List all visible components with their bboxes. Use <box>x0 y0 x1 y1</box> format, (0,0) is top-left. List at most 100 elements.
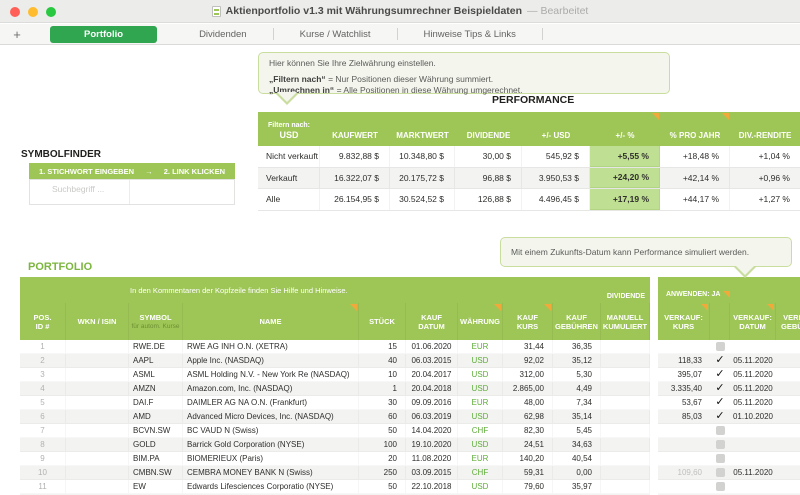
cell-name[interactable]: Advanced Micro Devices, Inc. (NASDAQ) <box>183 410 359 423</box>
cell-name[interactable]: Edwards Lifesciences Corporatio (NYSE) <box>183 480 359 493</box>
cell-symbol[interactable]: BCVN.SW <box>129 424 183 437</box>
anwenden-checkbox-checked[interactable]: ✓ <box>715 368 725 380</box>
cell-verkauf-gebuehren[interactable] <box>776 424 800 437</box>
cell-kauf-gebuehren[interactable]: 35,97 <box>553 480 601 493</box>
cell-name[interactable]: BC VAUD N (Swiss) <box>183 424 359 437</box>
cell-stueck[interactable]: 60 <box>359 410 406 423</box>
cell-pos-id[interactable]: 11 <box>20 480 66 493</box>
cell-verkauf-gebuehren[interactable] <box>776 480 800 493</box>
cell-stueck[interactable]: 10 <box>359 368 406 381</box>
cell-name[interactable]: RWE AG INH O.N. (XETRA) <box>183 340 359 353</box>
comment-marker-icon[interactable] <box>701 304 708 311</box>
cell-kauf-kurs[interactable]: 140,20 <box>503 452 553 465</box>
cell-pos-id[interactable]: 6 <box>20 410 66 423</box>
cell-pro-jahr[interactable]: +42,14 % <box>660 167 730 188</box>
cell-verkauf-kurs[interactable] <box>658 480 710 493</box>
cell-kauf-datum[interactable]: 11.08.2020 <box>406 452 458 465</box>
cell-dividende-manuell[interactable] <box>601 340 650 353</box>
cell-waehrung[interactable]: CHF <box>458 424 503 437</box>
cell-wkn-isin[interactable] <box>66 424 129 437</box>
cell-wkn-isin[interactable] <box>66 438 129 451</box>
symbolfinder-search-input[interactable]: Suchbegriff ... <box>30 180 130 204</box>
cell-kauf-gebuehren[interactable]: 36,35 <box>553 340 601 353</box>
cell-dividende[interactable]: 96,88 $ <box>455 167 522 188</box>
anwenden-checkbox-unchecked[interactable] <box>715 426 725 435</box>
cell-waehrung[interactable]: USD <box>458 354 503 367</box>
cell-verkauf-datum[interactable]: 05.11.2020 <box>733 384 773 393</box>
cell-symbol[interactable]: EW <box>129 480 183 493</box>
cell-dividende-manuell[interactable] <box>601 410 650 423</box>
cell-pos-id[interactable]: 2 <box>20 354 66 367</box>
cell-dividende-manuell[interactable] <box>601 424 650 437</box>
cell-stueck[interactable]: 50 <box>359 424 406 437</box>
cell-verkauf-datum[interactable]: 05.11.2020 <box>733 370 773 379</box>
cell-wkn-isin[interactable] <box>66 340 129 353</box>
cell-stueck[interactable]: 40 <box>359 354 406 367</box>
cell-name[interactable]: Apple Inc. (NASDAQ) <box>183 354 359 367</box>
cell-dividende-manuell[interactable] <box>601 452 650 465</box>
sheet-tab-hinweise-tips-links[interactable]: Hinweise Tips & Links <box>423 28 516 40</box>
cell-stueck[interactable]: 100 <box>359 438 406 451</box>
cell-kauf-gebuehren[interactable]: 35,14 <box>553 410 601 423</box>
fullscreen-window-button[interactable] <box>46 7 56 17</box>
cell-symbol[interactable]: ASML <box>129 368 183 381</box>
cell-kaufwert[interactable]: 26.154,95 $ <box>320 189 390 210</box>
cell-verkauf-datum[interactable]: 05.11.2020 <box>733 356 773 365</box>
cell-dividende[interactable]: 30,00 $ <box>455 146 522 167</box>
cell-pos-id[interactable]: 9 <box>20 452 66 465</box>
cell-kauf-datum[interactable]: 20.04.2018 <box>406 382 458 395</box>
minimize-window-button[interactable] <box>28 7 38 17</box>
symbolfinder-link-cell[interactable] <box>130 180 234 204</box>
cell-dividende-manuell[interactable] <box>601 396 650 409</box>
cell-pro-jahr[interactable]: +18,48 % <box>660 146 730 167</box>
cell-waehrung[interactable]: CHF <box>458 466 503 479</box>
cell-kauf-kurs[interactable]: 312,00 <box>503 368 553 381</box>
currency-filter-dropdown[interactable]: Filtern nach: USD <box>258 112 320 146</box>
cell-symbol[interactable]: AAPL <box>129 354 183 367</box>
cell-plus-minus-usd[interactable]: 4.496,45 $ <box>522 189 590 210</box>
sheet-tab-portfolio[interactable]: Portfolio <box>50 25 158 43</box>
cell-symbol[interactable]: AMD <box>129 410 183 423</box>
cell-div-rendite[interactable]: +0,96 % <box>758 172 790 183</box>
cell-wkn-isin[interactable] <box>66 396 129 409</box>
comment-marker-icon[interactable] <box>767 304 774 311</box>
cell-marktwert[interactable]: 10.348,80 $ <box>390 146 455 167</box>
cell-verkauf-datum[interactable] <box>730 424 776 437</box>
cell-pos-id[interactable]: 7 <box>20 424 66 437</box>
cell-kauf-kurs[interactable]: 79,60 <box>503 480 553 493</box>
cell-kauf-gebuehren[interactable]: 35,12 <box>553 354 601 367</box>
cell-verkauf-datum[interactable]: 05.11.2020 <box>733 468 773 477</box>
comment-marker-icon[interactable] <box>494 304 501 311</box>
cell-stueck[interactable]: 15 <box>359 340 406 353</box>
cell-kauf-kurs[interactable]: 62,98 <box>503 410 553 423</box>
cell-waehrung[interactable]: USD <box>458 410 503 423</box>
cell-plus-minus-pct[interactable]: +24,20 % <box>590 167 660 188</box>
comment-marker-icon[interactable] <box>723 291 731 298</box>
cell-kauf-kurs[interactable]: 48,00 <box>503 396 553 409</box>
cell-stueck[interactable]: 1 <box>359 382 406 395</box>
cell-dividende-manuell[interactable] <box>601 354 650 367</box>
cell-verkauf-gebuehren[interactable] <box>776 368 800 381</box>
cell-kauf-gebuehren[interactable]: 40,54 <box>553 452 601 465</box>
cell-name[interactable]: CEMBRA MONEY BANK N (Swiss) <box>183 466 359 479</box>
sheet-tab-kurse-watchlist[interactable]: Kurse / Watchlist <box>299 28 371 40</box>
cell-kauf-kurs[interactable]: 24,51 <box>503 438 553 451</box>
cell-kauf-gebuehren[interactable]: 5,30 <box>553 368 601 381</box>
cell-plus-minus-pct[interactable]: +17,19 % <box>590 189 660 210</box>
cell-verkauf-kurs[interactable] <box>658 452 710 465</box>
cell-stueck[interactable]: 30 <box>359 396 406 409</box>
cell-kauf-kurs[interactable]: 2.865,00 <box>503 382 553 395</box>
cell-verkauf-gebuehren[interactable] <box>776 438 800 451</box>
cell-name[interactable]: DAIMLER AG NA O.N. (Frankfurt) <box>183 396 359 409</box>
cell-kauf-kurs[interactable]: 31,44 <box>503 340 553 353</box>
cell-wkn-isin[interactable] <box>66 410 129 423</box>
cell-waehrung[interactable]: USD <box>458 368 503 381</box>
comment-marker-icon[interactable] <box>722 113 729 120</box>
cell-verkauf-gebuehren[interactable] <box>776 396 800 409</box>
cell-pro-jahr[interactable]: +44,17 % <box>660 189 730 210</box>
add-sheet-button[interactable]: + <box>13 26 21 42</box>
cell-row-label[interactable]: Alle <box>258 189 320 210</box>
cell-kauf-datum[interactable]: 20.04.2017 <box>406 368 458 381</box>
cell-kauf-kurs[interactable]: 82,30 <box>503 424 553 437</box>
cell-kaufwert[interactable]: 9.832,88 $ <box>320 146 390 167</box>
